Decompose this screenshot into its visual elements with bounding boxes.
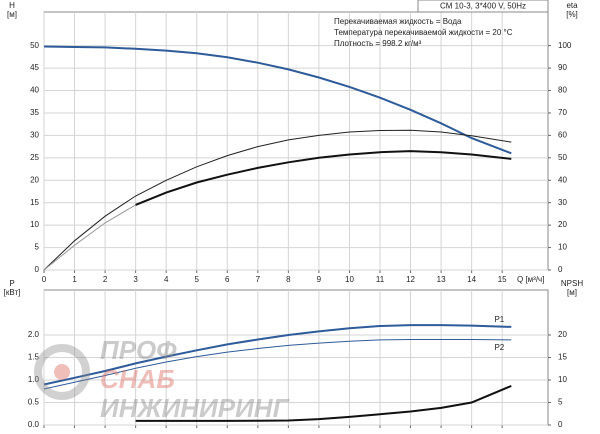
y-tick-label: 50 [30, 41, 39, 50]
watermark-icon [54, 364, 70, 380]
y-tick-label: 5 [35, 243, 40, 252]
y-tick-label: 45 [30, 63, 39, 72]
y-tick-label: 0.5 [28, 398, 40, 407]
x-tick-label: 0 [42, 275, 47, 284]
y-tick-label: 40 [30, 86, 39, 95]
y-tick-label: 2.0 [28, 330, 40, 339]
y2-tick-label: 100 [558, 41, 572, 50]
y-tick-label: 0.0 [28, 420, 40, 429]
y2-tick-label: 20 [558, 330, 567, 339]
x-tick-label: 1 [72, 275, 77, 284]
x-tick-label: 9 [317, 275, 322, 284]
y2-tick-label: 60 [558, 131, 567, 140]
note: Температура перекачиваемой жидкости = 20… [334, 28, 513, 37]
y-tick-label: 35 [30, 108, 39, 117]
y2-tick-label: 20 [558, 220, 567, 229]
y2-tick-label: 0 [558, 420, 563, 429]
x-tick-label: 3 [133, 275, 138, 284]
series-label: P1 [494, 315, 504, 324]
series-line [43, 129, 512, 271]
note: Плотность = 998.2 кг/м³ [334, 39, 422, 48]
series-line [135, 384, 512, 422]
series-line [43, 324, 512, 386]
x-tick-label: 6 [225, 275, 230, 284]
y2-axis-label: eta [566, 1, 578, 10]
model-label: CM 10-3, 3*400 V, 50Hz [440, 2, 526, 11]
watermark-text: ИНЖИНИРИНГ [100, 393, 290, 423]
y2-axis-unit: [%] [566, 10, 578, 19]
series-label: P2 [494, 343, 504, 352]
y2-tick-label: 40 [558, 175, 567, 184]
y-tick-label: 1.5 [28, 353, 40, 362]
y-tick-label: 25 [30, 153, 39, 162]
y-axis-label: P [9, 279, 14, 288]
watermark-text: СНАБ [100, 364, 175, 394]
y2-tick-label: 50 [558, 153, 567, 162]
y2-axis-unit: [м] [567, 288, 577, 297]
y-axis-unit: [кВт] [4, 288, 21, 297]
y-tick-label: 1.0 [28, 375, 40, 384]
x-tick-label: 7 [256, 275, 261, 284]
series-line [135, 150, 512, 206]
y2-tick-label: 10 [558, 243, 567, 252]
y-tick-label: 20 [30, 175, 39, 184]
y2-tick-label: 0 [558, 265, 563, 274]
y2-tick-label: 10 [558, 375, 567, 384]
y-axis-unit: [м] [7, 10, 17, 19]
series-line [43, 204, 136, 271]
x-tick-label: 12 [406, 275, 415, 284]
x-tick-label: 10 [345, 275, 354, 284]
y2-tick-label: 90 [558, 63, 567, 72]
series-line [43, 339, 512, 390]
y-tick-label: 0 [35, 265, 40, 274]
x-tick-label: 2 [103, 275, 108, 284]
x-tick-label: 15 [498, 275, 507, 284]
note: Перекачиваемая жидкость = Вода [334, 17, 462, 26]
plot-frame [43, 11, 549, 271]
x-tick-label: 4 [164, 275, 169, 284]
x-tick-label: 8 [286, 275, 291, 284]
model-box [417, 0, 549, 13]
y-axis-label: H [9, 1, 15, 10]
y2-tick-label: 70 [558, 108, 567, 117]
x-tick-label: 13 [437, 275, 446, 284]
x-tick-label: 14 [467, 275, 476, 284]
x-tick-label: 5 [195, 275, 200, 284]
y2-axis-label: NPSH [561, 279, 583, 288]
watermark-text: ПРОФ [100, 335, 177, 365]
y-tick-label: 10 [30, 220, 39, 229]
y2-tick-label: 15 [558, 353, 567, 362]
x-axis-label: Q [м³/ч] [517, 275, 544, 284]
y2-tick-label: 80 [558, 86, 567, 95]
series-line [43, 45, 512, 155]
watermark: ПРОФ СНАБ ИНЖИНИРИНГ [34, 335, 290, 423]
y2-tick-label: 30 [558, 198, 567, 207]
watermark-icon [34, 344, 90, 400]
y-tick-label: 30 [30, 131, 39, 140]
y2-tick-label: 5 [558, 398, 563, 407]
x-tick-label: 11 [376, 275, 385, 284]
y-tick-label: 15 [30, 198, 39, 207]
